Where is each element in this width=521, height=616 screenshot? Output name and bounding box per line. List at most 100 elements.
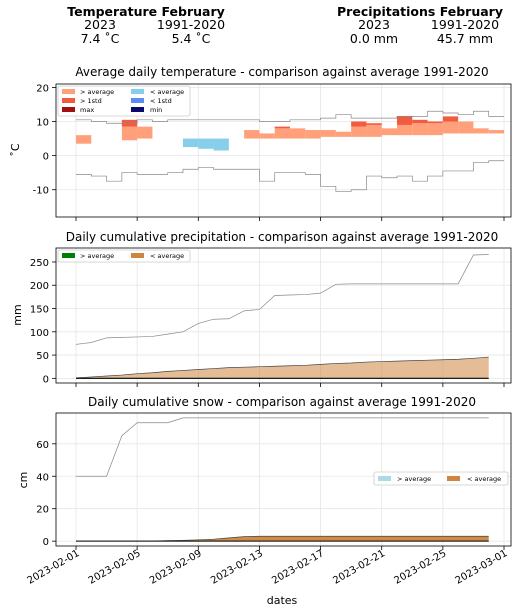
temperature-summary-title: Temperature February	[67, 4, 225, 19]
precipitation-chart: Daily cumulative precipitation - compari…	[11, 230, 512, 387]
snow-chart: Daily cumulative snow - comparison again…	[17, 395, 512, 550]
y-tick-label: -10	[33, 186, 49, 197]
bar-above-1std	[397, 116, 413, 125]
bar-above-average	[335, 131, 352, 137]
record-max-line	[76, 110, 504, 124]
bar-above-1std	[427, 121, 443, 124]
precipitation-legend-frame	[57, 249, 191, 263]
legend-swatch-min	[131, 107, 144, 112]
precipitation-y-ticks: 0 50 100 150 200 250	[30, 258, 56, 385]
snow-legend-frame	[373, 471, 509, 486]
bar-above-average	[76, 135, 92, 144]
legend-label-max: max	[80, 106, 94, 114]
bar-above-average	[397, 124, 413, 136]
temperature-chart: Average daily temperature - comparison a…	[9, 65, 512, 221]
temperature-y-label: ˚C	[9, 143, 22, 157]
bar-above-1std	[274, 126, 290, 129]
legend-swatch-snow-below	[447, 476, 460, 481]
y-tick-label: 10	[36, 118, 49, 129]
snow-plot-frame	[55, 412, 512, 547]
legend-label-above-average: > average	[80, 88, 114, 96]
bar-above-average	[259, 133, 275, 139]
temperature-legend: > average > 1std max < average < 1std mi…	[57, 85, 191, 117]
temperature-plot-frame	[55, 83, 512, 218]
y-tick-label: 0	[43, 537, 49, 548]
temperature-ref-value: 5.4 ˚C	[171, 31, 211, 46]
precipitation-areas	[76, 357, 489, 379]
bar-above-average	[488, 130, 504, 134]
snow-chart-title: Daily cumulative snow - comparison again…	[88, 395, 476, 409]
bar-below-average	[183, 138, 199, 148]
y-tick-label: 40	[36, 472, 49, 483]
precipitation-lines	[75, 254, 489, 379]
snow-areas	[76, 536, 489, 542]
y-tick-label: 200	[30, 281, 49, 292]
x-axis-label: dates	[267, 594, 298, 607]
bar-above-average	[366, 124, 382, 137]
date-axis-labels: 2023-02-01 2023-02-05 2023-02-09 2023-02-13…	[26, 548, 510, 587]
bar-above-average	[458, 121, 474, 134]
snow-record-max-line	[76, 417, 489, 477]
precipitation-x-ticks	[75, 383, 505, 387]
legend-swatch-precip-above	[62, 253, 75, 258]
temperature-areas	[76, 116, 504, 151]
legend-swatch-below-1std	[131, 98, 144, 103]
precipitation-year-label: 2023	[358, 17, 390, 32]
temperature-year-label: 2023	[84, 17, 116, 32]
y-tick-label: 100	[30, 328, 49, 339]
legend-label-precip-below: < average	[150, 252, 184, 260]
date-tick-label: 2023-02-01	[26, 548, 82, 587]
bar-above-1std	[351, 121, 367, 127]
temperature-ref-label: 1991-2020	[156, 17, 226, 32]
precipitation-legend: > average < average	[57, 249, 191, 263]
bar-above-average	[320, 130, 336, 137]
snow-y-ticks: 0 20 40 60	[36, 440, 56, 548]
precipitation-chart-title: Daily cumulative precipitation - compari…	[66, 230, 499, 244]
precipitation-plot-frame	[55, 247, 512, 384]
bar-above-average	[412, 123, 428, 136]
precipitation-grid	[56, 248, 511, 383]
legend-label-min: min	[150, 106, 162, 114]
precipitation-y-label: mm	[11, 304, 24, 325]
date-tick-label: 2023-02-25	[393, 548, 449, 587]
y-tick-label: 250	[30, 258, 49, 269]
record-min-line	[76, 160, 504, 192]
temperature-summary: Temperature February	[56, 4, 236, 19]
legend-swatch-precip-below	[131, 253, 144, 258]
bar-above-average	[305, 130, 321, 139]
y-tick-label: 60	[36, 440, 49, 451]
legend-swatch-snow-above	[378, 476, 391, 481]
temperature-lines	[76, 110, 504, 192]
snow-below-average-area	[76, 536, 489, 542]
legend-label-snow-below: < average	[467, 475, 501, 483]
date-tick-label: 2023-02-05	[87, 548, 143, 587]
y-tick-label: 0	[43, 374, 49, 385]
snow-y-label: cm	[17, 472, 30, 489]
legend-swatch-max	[62, 107, 75, 112]
bar-above-average	[473, 128, 489, 134]
legend-label-above-1std: > 1std	[80, 97, 102, 105]
snow-lines	[76, 417, 489, 542]
bar-above-average	[244, 130, 260, 139]
precipitation-below-average-area	[76, 357, 489, 379]
bar-above-1std	[366, 123, 382, 125]
legend-swatch-below-average	[131, 89, 144, 94]
bar-below-average	[213, 138, 229, 151]
precipitation-summary: Precipitations February	[330, 4, 510, 19]
temperature-year-value: 7.4 ˚C	[80, 31, 120, 46]
bar-above-average	[121, 126, 138, 141]
precipitation-average-line	[75, 356, 489, 379]
temperature-year-block: 2023 7.4 ˚C	[60, 18, 140, 46]
precipitation-year-block: 2023 0.0 mm	[334, 18, 414, 46]
y-tick-label: 150	[30, 305, 49, 316]
bar-above-average	[274, 128, 290, 139]
legend-label-snow-above: > average	[397, 475, 431, 483]
legend-label-below-average: < average	[150, 88, 184, 96]
legend-swatch-above-1std	[62, 98, 75, 103]
date-tick-label: 2023-02-21	[331, 548, 387, 587]
temperature-y-ticks: -10 0 10 20	[33, 83, 56, 197]
temperature-legend-frame	[57, 85, 191, 117]
legend-label-precip-above: > average	[80, 252, 114, 260]
y-tick-label: 0	[43, 152, 49, 163]
